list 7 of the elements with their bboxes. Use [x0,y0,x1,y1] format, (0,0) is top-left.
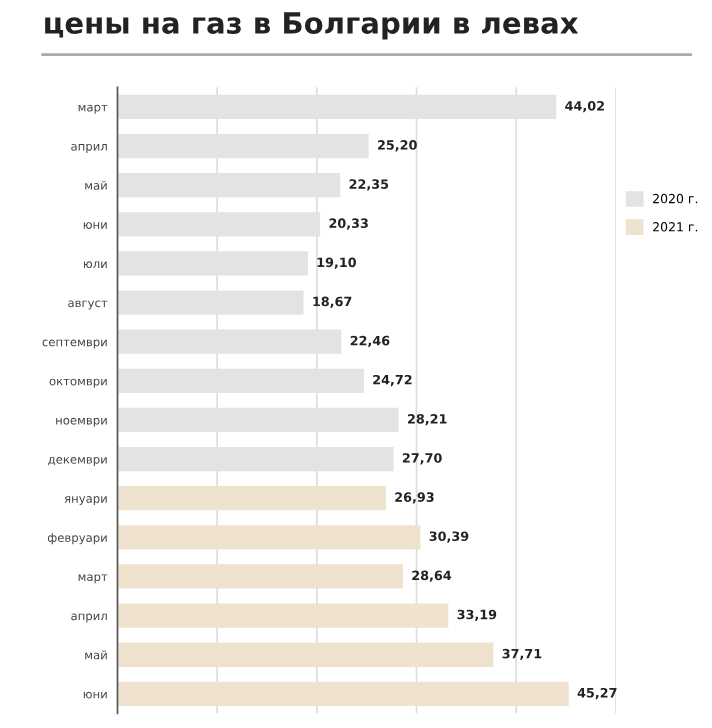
bar [117,525,421,550]
chart-title: цены на газ в Болгарии в левах [45,12,579,40]
bar [117,564,403,589]
bar [117,642,494,667]
bar [117,603,449,628]
bar [117,486,386,511]
bar [117,681,569,707]
